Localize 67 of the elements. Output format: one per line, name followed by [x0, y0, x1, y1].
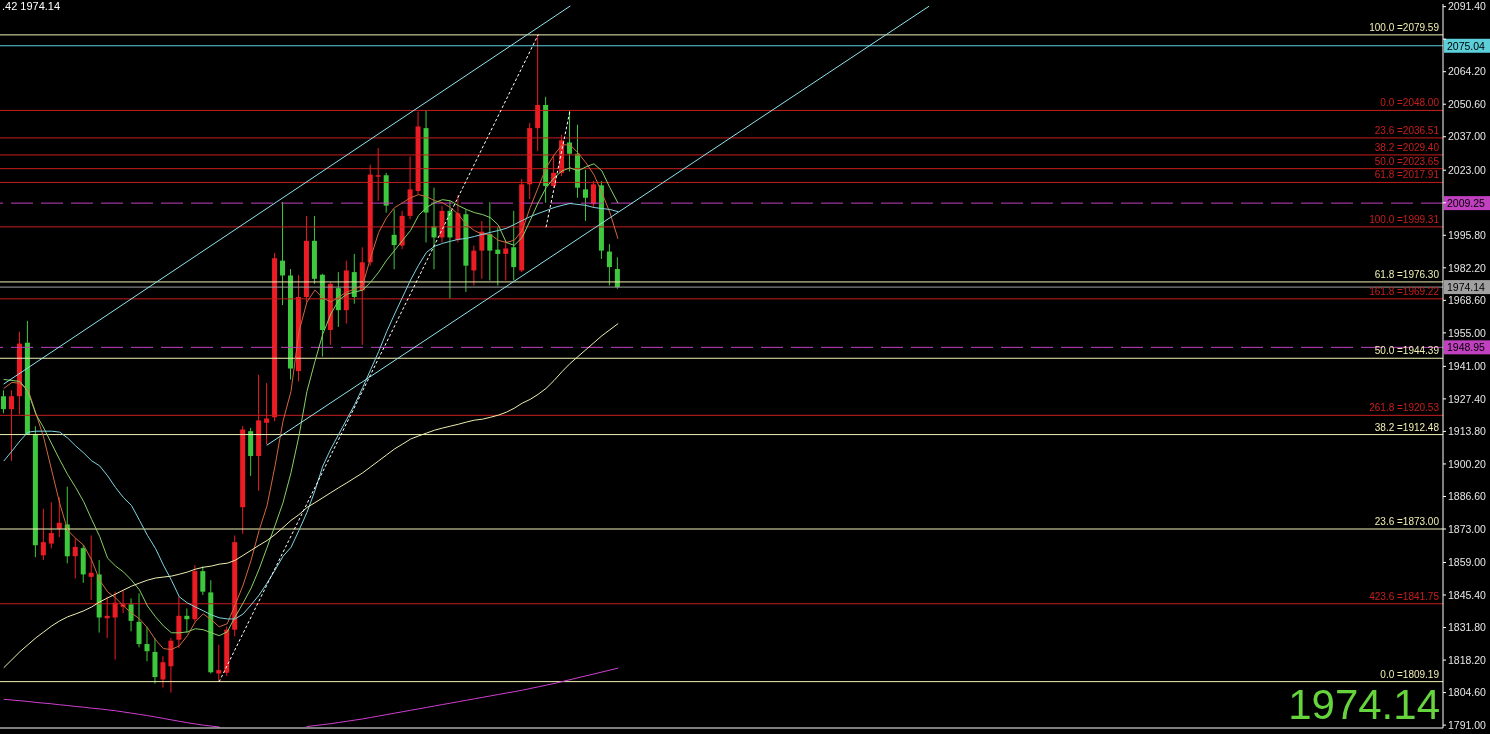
annotation: 50.0 =2023.65	[1374, 155, 1439, 168]
y-tick-label: 1941.00	[1448, 360, 1487, 373]
annotation: 423.6 =1841.75	[1369, 590, 1439, 603]
ref-line-label: 2009.25	[1447, 197, 1486, 210]
y-tick-label: 1995.80	[1448, 229, 1487, 242]
candlestick	[72, 537, 78, 580]
candlestick	[511, 210, 517, 281]
candlestick	[535, 34, 541, 152]
candlestick	[471, 245, 477, 287]
y-tick-label: 2050.60	[1448, 97, 1487, 110]
annotation: 0.0 =2048.00	[1380, 97, 1439, 110]
y-tick-label: 1831.80	[1448, 621, 1487, 634]
annotation: 261.8 =1920.53	[1369, 402, 1439, 415]
y-tick-label: 2091.40	[1448, 0, 1487, 13]
candlestick	[280, 201, 286, 306]
y-tick-label: 1982.20	[1448, 261, 1487, 274]
candlestick	[88, 534, 94, 601]
annotation: 100.0 =2079.59	[1369, 21, 1439, 34]
y-tick-label: 2023.00	[1448, 163, 1487, 176]
candlestick	[495, 226, 501, 287]
candlestick	[487, 201, 493, 281]
candlestick	[200, 565, 206, 596]
y-tick-label: 1804.60	[1448, 686, 1487, 699]
candlestick	[582, 169, 588, 222]
y-tick-label: 1927.40	[1448, 392, 1487, 405]
y-tick-label: 1818.20	[1448, 653, 1487, 666]
y-tick-label: 1955.00	[1448, 326, 1487, 339]
annotation: 50.0 =1944.39	[1374, 345, 1439, 358]
annotation: 38.2 =2029.40	[1374, 141, 1439, 154]
y-tick-label: 1913.80	[1448, 425, 1487, 438]
ref-line-label: 1974.14	[1447, 281, 1486, 294]
candlestick	[160, 655, 166, 689]
candlestick	[590, 180, 596, 209]
annotation: 161.8 =1969.22	[1369, 285, 1439, 298]
y-tick-label: 2064.20	[1448, 65, 1487, 78]
y-tick-label: 1886.60	[1448, 490, 1487, 503]
candlestick	[375, 147, 381, 202]
candlestick	[606, 243, 612, 287]
y-tick-label: 1845.40	[1448, 588, 1487, 601]
y-tick-label: 2037.00	[1448, 130, 1487, 143]
candlestick	[40, 508, 46, 561]
annotation: 100.0 =1999.31	[1369, 213, 1439, 226]
candlestick	[48, 501, 54, 549]
annotation: 61.8 =2017.91	[1374, 169, 1439, 182]
annotation: 38.2 =1912.48	[1374, 421, 1439, 434]
ref-line-label: 1948.95	[1447, 341, 1486, 354]
y-tick-label: 1900.20	[1448, 457, 1487, 470]
y-tick-label: 1968.60	[1448, 294, 1487, 307]
annotation: 23.6 =2036.51	[1374, 124, 1439, 137]
candlestick	[1, 389, 6, 414]
chart-title: .42 1974.14	[2, 0, 61, 12]
annotation: 61.8 =1976.30	[1374, 268, 1439, 281]
candlestick	[176, 596, 182, 649]
candlestick	[503, 240, 509, 281]
y-tick-label: 1791.00	[1448, 718, 1487, 731]
candlestick	[144, 626, 150, 662]
annotation: 23.6 =1873.00	[1374, 516, 1439, 528]
candlestick	[136, 592, 142, 648]
ref-line-label: 2075.04	[1447, 39, 1486, 52]
annotation: 0.0 =1809.19	[1380, 668, 1439, 681]
candlestick	[8, 389, 14, 462]
candlestick	[128, 597, 134, 632]
candlestick	[264, 382, 270, 445]
y-tick-label: 1873.00	[1448, 522, 1487, 535]
candlestick	[391, 208, 397, 270]
y-tick-label: 1859.00	[1448, 556, 1487, 569]
annotation: 1974.14	[1288, 681, 1440, 728]
